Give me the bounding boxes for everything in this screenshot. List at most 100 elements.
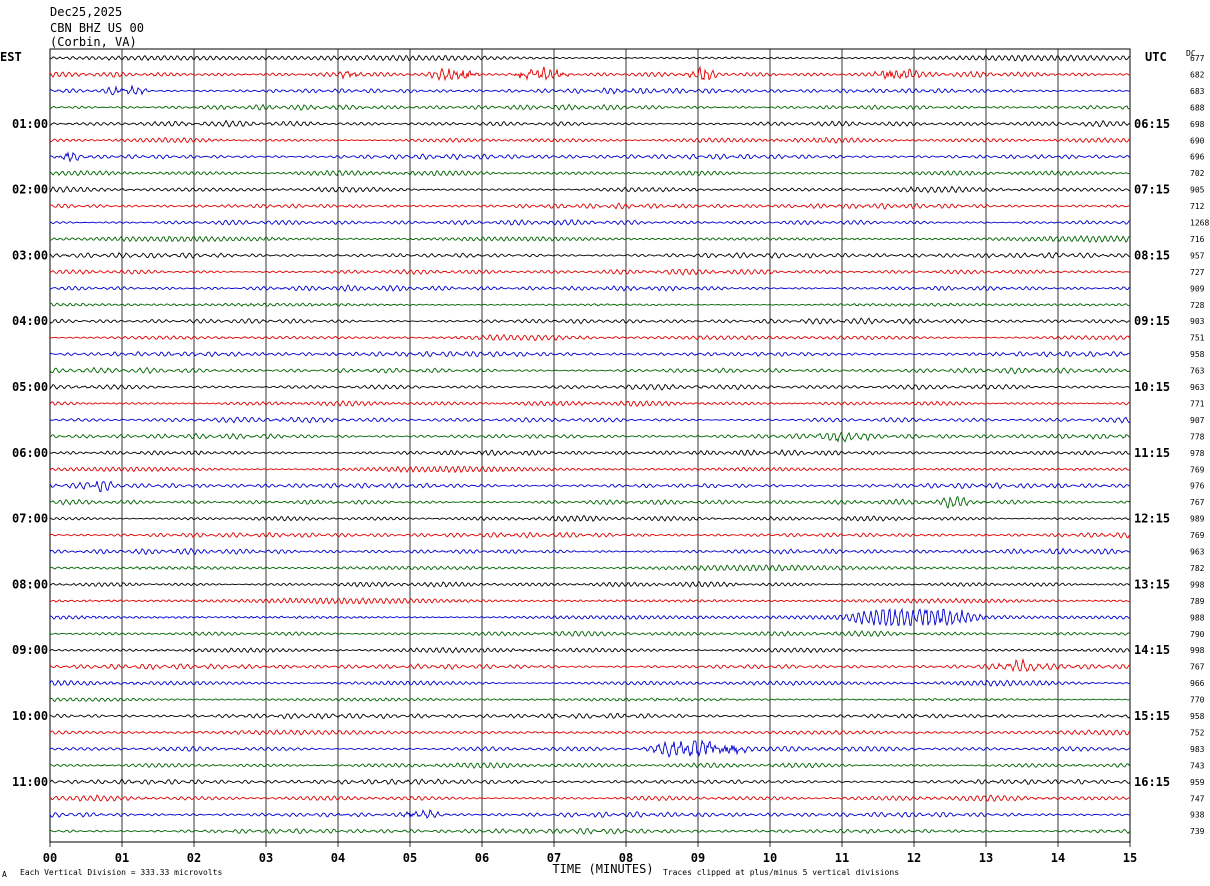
dc-offset-label: 978 [1190,449,1205,458]
dc-offset-label: 728 [1190,301,1205,310]
seismic-trace [49,302,1131,307]
left-time-label: 09:00 [12,643,48,657]
dc-offset-label: 683 [1190,87,1205,96]
dc-offset-label: 976 [1190,482,1205,491]
seismic-trace [49,712,1131,720]
dc-offset-label: 751 [1190,334,1205,343]
seismic-trace [49,366,1131,375]
x-axis-title: TIME (MINUTES) [552,862,653,876]
right-time-label: 08:15 [1134,248,1170,262]
seismic-trace [49,794,1131,802]
dc-offset-label: 959 [1190,778,1205,787]
dc-offset-label: 690 [1190,136,1205,145]
right-time-label: 13:15 [1134,577,1170,591]
seismic-trace [49,284,1131,292]
seismic-trace [49,103,1131,111]
seismic-trace [49,350,1131,358]
right-time-label: 07:15 [1134,183,1170,197]
left-time-label: 05:00 [12,380,48,394]
x-tick-label: 02 [187,851,201,865]
right-time-label: 16:15 [1134,775,1170,789]
dc-offset-label: 905 [1190,186,1205,195]
left-time-label: 08:00 [12,577,48,591]
dc-offset-label: 903 [1190,317,1205,326]
plot-border [49,48,1131,843]
seismic-trace [49,580,1131,588]
seismic-trace [49,400,1131,407]
dc-offset-label: 989 [1190,515,1205,524]
right-time-label: 06:15 [1134,117,1170,131]
dc-offset-label: 767 [1190,498,1205,507]
dc-offset-label: 688 [1190,103,1205,112]
left-time-label: 01:00 [12,117,48,131]
dc-offset-label: 769 [1190,531,1205,540]
seismic-trace [49,729,1131,736]
seismic-trace [49,234,1131,243]
dc-offset-label: 698 [1190,120,1205,129]
trace-group [49,54,1131,835]
x-tick-labels: 00 01 02 03 04 05 06 07 08 09 10 11 12 13 14 15 [43,851,1137,865]
seismic-trace [49,607,1131,627]
x-tick-label: 07 [547,851,561,865]
seismic-trace [49,496,1131,509]
seismic-trace [49,646,1131,654]
dc-offset-label: 958 [1190,350,1205,359]
dc-offset-label: 958 [1190,712,1205,721]
seismic-trace [49,268,1131,276]
dc-offset-label: 769 [1190,465,1205,474]
seismic-trace [49,828,1131,835]
dc-offset-label: 747 [1190,794,1205,803]
seismic-trace [49,219,1131,226]
x-tick-label: 12 [907,851,921,865]
seismic-trace [49,169,1131,177]
seismic-trace [49,657,1131,673]
dc-offset-label: 983 [1190,745,1205,754]
left-timezone-label: EST [0,50,22,64]
dc-offset-label: 998 [1190,646,1205,655]
x-tick-label: 15 [1123,851,1137,865]
header-date: Dec25,2025 [50,5,123,19]
left-time-label: 07:00 [12,512,48,526]
right-time-label: 10:15 [1134,380,1170,394]
x-tick-label: 01 [115,851,129,865]
seismic-trace [49,564,1131,572]
dc-offset-label: 963 [1190,383,1205,392]
dc-offset-label: 716 [1190,235,1205,244]
dc-offset-label: 743 [1190,761,1205,770]
x-tick-label: 00 [43,851,57,865]
header-station: CBN BHZ US 00 [50,21,144,35]
dc-offset-label: 998 [1190,580,1205,589]
x-tick-label: 11 [835,851,849,865]
left-time-label: 02:00 [12,183,48,197]
seismic-trace [49,136,1131,144]
seismic-trace [49,480,1131,493]
right-time-label: 12:15 [1134,512,1170,526]
x-tick-label: 09 [691,851,705,865]
header-location: (Corbin, VA) [50,35,137,49]
seismic-trace [49,416,1131,424]
seismic-trace [49,679,1131,687]
dc-offset-label: 770 [1190,696,1205,705]
left-time-label: 10:00 [12,709,48,723]
left-time-label: 11:00 [12,775,48,789]
x-tick-label: 10 [763,851,777,865]
seismic-trace [49,185,1131,194]
seismic-trace [49,251,1131,259]
right-time-label: 15:15 [1134,709,1170,723]
left-time-label: 03:00 [12,248,48,262]
dc-offset-label: 752 [1190,728,1205,737]
x-tick-label: 13 [979,851,993,865]
footer-mark: A [2,870,7,879]
right-time-labels: 06:15 07:15 08:15 09:15 10:15 11:15 12:15 13:15… [1134,117,1170,789]
right-timezone-label: UTC [1145,50,1167,64]
dc-offset-label: 938 [1190,811,1205,820]
left-time-label: 06:00 [12,446,48,460]
dc-offset-labels: 677 682 683 688 698 690 696 702 905 712 1268 716 957… [1190,54,1209,836]
dc-offset-label: 739 [1190,827,1205,836]
seismic-trace [49,697,1131,703]
seismic-trace [49,547,1131,556]
dc-offset-label: 696 [1190,153,1205,162]
right-time-label: 09:15 [1134,314,1170,328]
dc-offset-label: 712 [1190,202,1205,211]
x-tick-label: 05 [403,851,417,865]
